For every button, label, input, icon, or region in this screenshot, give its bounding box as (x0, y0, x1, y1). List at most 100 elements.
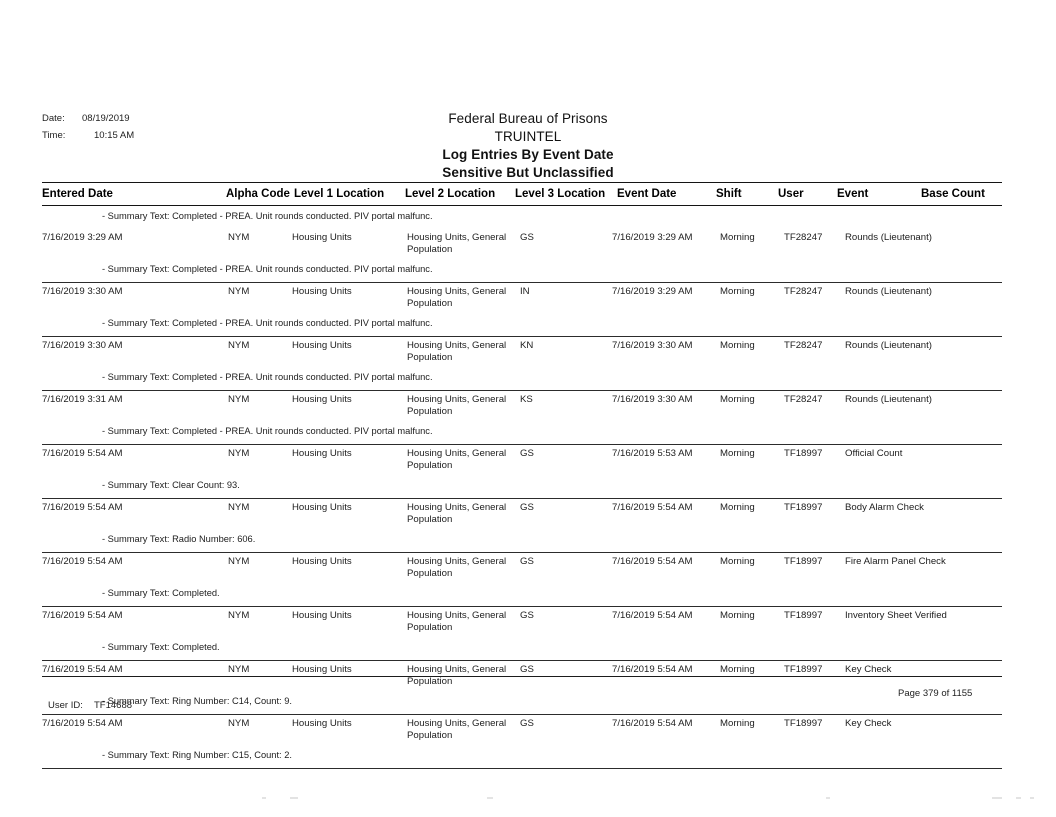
cell-level-3-location: GS (520, 610, 534, 621)
classification-banner: Sensitive But Unclassified (442, 165, 614, 180)
cell-level-1-location: Housing Units (292, 718, 352, 729)
cell-event-date: 7/16/2019 3:30 AM (612, 340, 693, 351)
cell-shift: Morning (720, 502, 755, 513)
summary-row: - Summary Text: Ring Number: C14, Count:… (42, 691, 1002, 714)
table-row[interactable]: 7/16/2019 5:54 AM NYM Housing Units Housing… (42, 607, 1002, 661)
cell-entered-date: 7/16/2019 5:54 AM (42, 556, 123, 567)
table-row[interactable]: 7/16/2019 5:54 AM NYM Housing Units Housing… (42, 445, 1002, 499)
log-entry-row[interactable]: 7/16/2019 5:54 AM NYM Housing Units Housing… (42, 661, 1002, 691)
cell-level-2-location: Housing Units, General Population (407, 394, 507, 417)
log-entry-row[interactable]: 7/16/2019 5:54 AM NYM Housing Units Housing… (42, 445, 1002, 475)
cell-event: Fire Alarm Panel Check (845, 556, 946, 567)
cell-level-3-location: IN (520, 286, 530, 297)
cell-entered-date: 7/16/2019 3:29 AM (42, 232, 123, 243)
cell-alpha-code: NYM (228, 340, 250, 351)
table-row[interactable]: 7/16/2019 5:54 AM NYM Housing Units Housing… (42, 715, 1002, 769)
cell-shift: Morning (720, 340, 755, 351)
table-row[interactable]: 7/16/2019 3:30 AM NYM Housing Units Housing… (42, 283, 1002, 337)
cell-user: TF18997 (784, 556, 823, 567)
table-row[interactable]: 7/16/2019 5:54 AM NYM Housing Units Housing… (42, 661, 1002, 715)
cell-event-date: 7/16/2019 3:30 AM (612, 394, 693, 405)
cell-level-1-location: Housing Units (292, 610, 352, 621)
log-entry-row[interactable]: 7/16/2019 5:54 AM NYM Housing Units Housing… (42, 499, 1002, 529)
cell-alpha-code: NYM (228, 556, 250, 567)
cell-level-1-location: Housing Units (292, 340, 352, 351)
cell-event-date: 7/16/2019 3:29 AM (612, 232, 693, 243)
column-header-alpha-code: Alpha Code (226, 188, 290, 200)
cell-shift: Morning (720, 664, 755, 675)
summary-text: - Summary Text: Completed - PREA. Unit r… (102, 318, 433, 328)
table-row[interactable]: 7/16/2019 3:30 AM NYM Housing Units Housing… (42, 337, 1002, 391)
cell-user: TF28247 (784, 394, 823, 405)
footer-page-number: Page 379 of 1155 (898, 688, 973, 699)
cell-alpha-code: NYM (228, 610, 250, 621)
footer-user-id-value: TF14688 (94, 700, 133, 711)
column-header-event: Event (837, 188, 869, 200)
cell-user: TF18997 (784, 718, 823, 729)
summary-text: - Summary Text: Clear Count: 93. (102, 480, 240, 490)
log-entry-row[interactable]: 7/16/2019 3:30 AM NYM Housing Units Housing… (42, 337, 1002, 367)
log-entry-row[interactable]: 7/16/2019 3:31 AM NYM Housing Units Housing… (42, 391, 1002, 421)
table-row[interactable]: 7/16/2019 5:54 AM NYM Housing Units Housing… (42, 553, 1002, 607)
log-entry-row[interactable]: 7/16/2019 5:54 AM NYM Housing Units Housing… (42, 715, 1002, 745)
cell-level-1-location: Housing Units (292, 502, 352, 513)
cell-shift: Morning (720, 556, 755, 567)
cell-user: TF18997 (784, 610, 823, 621)
cell-alpha-code: NYM (228, 394, 250, 405)
footer-user-id: User ID: TF14688 (48, 700, 132, 711)
cell-shift: Morning (720, 394, 755, 405)
cell-entered-date: 7/16/2019 3:30 AM (42, 286, 123, 297)
cell-event: Body Alarm Check (845, 502, 924, 513)
summary-row: - Summary Text: Completed - PREA. Unit r… (42, 313, 1002, 336)
cell-level-2-location: Housing Units, General Population (407, 286, 507, 309)
cell-alpha-code: NYM (228, 664, 250, 675)
cell-user: TF18997 (784, 448, 823, 459)
footer-user-id-label: User ID: (48, 700, 83, 711)
cell-event: Rounds (Lieutenant) (845, 286, 932, 297)
cell-level-1-location: Housing Units (292, 664, 352, 675)
summary-text: - Summary Text: Completed. (102, 642, 220, 652)
summary-row: - Summary Text: Completed - PREA. Unit r… (42, 367, 1002, 390)
log-entry-row[interactable]: 7/16/2019 5:54 AM NYM Housing Units Housing… (42, 607, 1002, 637)
log-entry-row[interactable]: 7/16/2019 5:54 AM NYM Housing Units Housing… (42, 553, 1002, 583)
cell-level-2-location: Housing Units, General Population (407, 448, 507, 471)
document-date-row: Date: 08/19/2019 (42, 110, 174, 127)
table-row[interactable]: 7/16/2019 3:29 AM NYM Housing Units Housing… (42, 229, 1002, 283)
table-row[interactable]: 7/16/2019 5:54 AM NYM Housing Units Housing… (42, 499, 1002, 553)
cell-level-2-location: Housing Units, General Population (407, 610, 507, 633)
document-time-row: Time: 10:15 AM (42, 127, 174, 144)
cell-level-3-location: GS (520, 232, 534, 243)
summary-text: - Summary Text: Ring Number: C14, Count:… (102, 696, 292, 706)
column-header-user: User (778, 188, 804, 200)
summary-row: - Summary Text: Completed. (42, 583, 1002, 606)
cell-event-date: 7/16/2019 5:54 AM (612, 664, 693, 675)
cell-entered-date: 7/16/2019 5:54 AM (42, 664, 123, 675)
cell-level-2-location: Housing Units, General Population (407, 556, 507, 579)
report-title: Log Entries By Event Date (442, 147, 614, 162)
column-header-base-count: Base Count (921, 188, 985, 200)
table-top-rule (42, 182, 1002, 183)
cell-event-date: 7/16/2019 3:29 AM (612, 286, 693, 297)
cell-level-3-location: GS (520, 664, 534, 675)
cell-entered-date: 7/16/2019 5:54 AM (42, 718, 123, 729)
cell-event: Rounds (Lieutenant) (845, 394, 932, 405)
summary-row: - Summary Text: Ring Number: C15, Count:… (42, 745, 1002, 768)
summary-row: - Summary Text: Completed. (42, 637, 1002, 660)
log-entry-row[interactable]: 7/16/2019 3:30 AM NYM Housing Units Housing… (42, 283, 1002, 313)
column-header-level-2-location: Level 2 Location (405, 188, 496, 200)
scan-artifact (0, 797, 1056, 803)
cell-user: TF28247 (784, 232, 823, 243)
cell-user: TF28247 (784, 340, 823, 351)
table-row[interactable]: 7/16/2019 3:31 AM NYM Housing Units Housing… (42, 391, 1002, 445)
row-separator (42, 444, 1002, 445)
cell-event-date: 7/16/2019 5:53 AM (612, 448, 693, 459)
row-separator (42, 336, 1002, 337)
cell-shift: Morning (720, 448, 755, 459)
cell-entered-date: 7/16/2019 3:31 AM (42, 394, 123, 405)
cell-level-3-location: GS (520, 448, 534, 459)
summary-row: - Summary Text: Clear Count: 93. (42, 475, 1002, 498)
cell-user: TF28247 (784, 286, 823, 297)
log-entry-row[interactable]: 7/16/2019 3:29 AM NYM Housing Units Housing… (42, 229, 1002, 259)
summary-text: - Summary Text: Ring Number: C15, Count:… (102, 750, 292, 760)
